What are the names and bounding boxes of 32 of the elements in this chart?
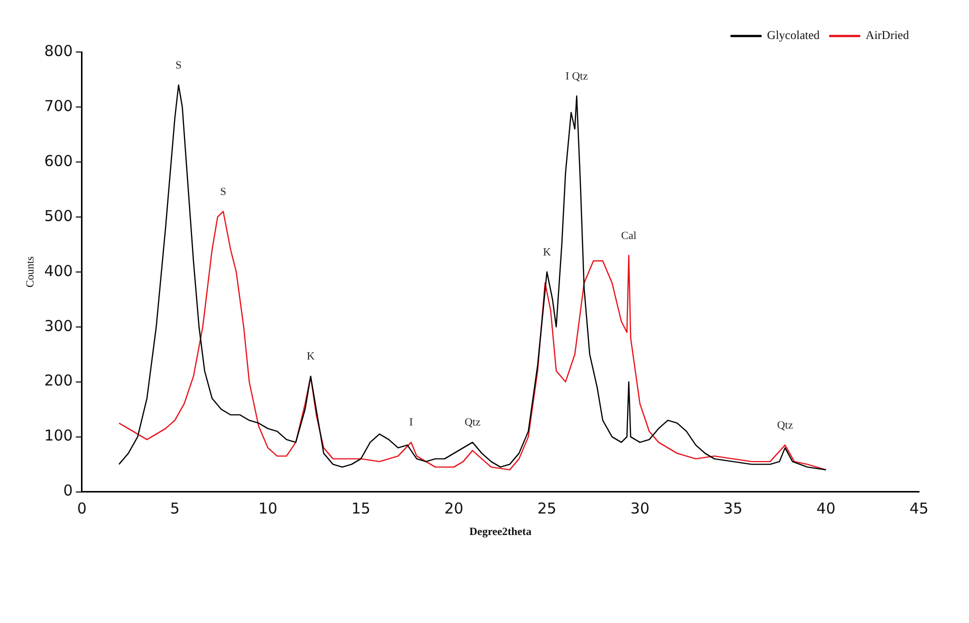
y-tick-label: 100 bbox=[44, 426, 73, 445]
annotation: I Qtz bbox=[566, 70, 588, 82]
x-tick-label: 10 bbox=[258, 500, 278, 518]
x-tick-label: 30 bbox=[630, 500, 650, 518]
annotation: S bbox=[220, 186, 226, 198]
annotation: Cal bbox=[621, 230, 636, 242]
y-tick-label: 600 bbox=[44, 152, 73, 170]
annotation: K bbox=[542, 246, 551, 258]
annotation: Qtz bbox=[464, 416, 481, 429]
x-tick-label: 15 bbox=[351, 500, 370, 518]
annotation: K bbox=[306, 350, 315, 363]
x-tick-label: 25 bbox=[537, 500, 556, 518]
x-tick-label: 40 bbox=[816, 500, 836, 518]
x-axis-title: Degree2theta bbox=[469, 526, 532, 538]
y-tick-label: 700 bbox=[44, 96, 73, 115]
y-tick-label: 400 bbox=[44, 262, 73, 280]
x-tick-label: 45 bbox=[909, 500, 929, 518]
legend-label: Glycolated bbox=[767, 28, 820, 42]
y-tick-label: 800 bbox=[44, 42, 73, 60]
x-tick-label: 20 bbox=[444, 500, 464, 518]
annotation: I bbox=[409, 416, 414, 429]
y-tick-label: 0 bbox=[63, 482, 73, 500]
y-tick-label: 200 bbox=[44, 372, 73, 390]
x-tick-label: 0 bbox=[77, 500, 87, 518]
y-tick-label: 500 bbox=[44, 206, 73, 225]
x-tick-label: 35 bbox=[723, 500, 743, 518]
x-tick-label: 5 bbox=[170, 500, 180, 518]
legend-label: AirDried bbox=[866, 28, 910, 42]
y-axis-title: Counts bbox=[24, 256, 36, 288]
y-tick-label: 300 bbox=[44, 316, 73, 335]
annotation: Qtz bbox=[777, 419, 794, 432]
annotation: S bbox=[176, 59, 182, 72]
